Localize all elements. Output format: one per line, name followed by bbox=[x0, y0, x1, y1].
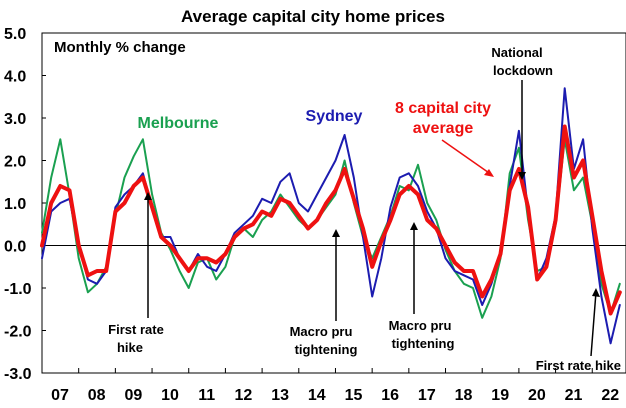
average-label-line2: average bbox=[413, 120, 474, 137]
lockdown-label-line2: lockdown bbox=[493, 63, 553, 78]
macro-pru-2014-label-line2: tightening bbox=[295, 342, 358, 357]
rate-hike-2022-arrowhead bbox=[592, 288, 600, 297]
x-tick-label: 19 bbox=[491, 387, 509, 404]
x-tick-label: 21 bbox=[565, 387, 583, 404]
x-tick-label: 17 bbox=[418, 387, 436, 404]
y-tick-label: -2.0 bbox=[4, 324, 32, 341]
series-layer bbox=[40, 87, 622, 345]
macro-pru-2017-label-line2: tightening bbox=[392, 336, 455, 351]
x-axis: 07 08 09 10 11 12 13 14 15 16 17 18 19 20 21 22 bbox=[41, 368, 619, 404]
macro-pru-2017-arrowhead bbox=[410, 222, 418, 230]
x-tick-label: 10 bbox=[161, 387, 179, 404]
x-tick-label: 18 bbox=[455, 387, 473, 404]
x-tick-label: 08 bbox=[88, 387, 106, 404]
y-tick-label: -1.0 bbox=[4, 281, 32, 298]
x-tick-label: 12 bbox=[235, 387, 253, 404]
macro-pru-2017-label-line1: Macro pru bbox=[389, 318, 452, 333]
chart-title: Average capital city home prices bbox=[181, 7, 445, 26]
sydney-label: Sydney bbox=[306, 108, 363, 125]
annotations: Melbourne Sydney 8 capital city average … bbox=[108, 45, 621, 373]
average-label-line1: 8 capital city bbox=[395, 100, 491, 117]
series-line-1 bbox=[41, 87, 621, 345]
lockdown-label-line1: National bbox=[491, 45, 542, 60]
x-tick-label: 15 bbox=[345, 387, 363, 404]
y-tick-label: -3.0 bbox=[4, 366, 32, 383]
y-tick-label: 1.0 bbox=[4, 196, 26, 213]
rate-hike-2010-label-line1: First rate bbox=[108, 322, 164, 337]
x-tick-label: 07 bbox=[51, 387, 69, 404]
y-tick-label: 4.0 bbox=[4, 69, 26, 86]
macro-pru-2014-arrowhead bbox=[332, 229, 340, 237]
series-line-2 bbox=[40, 124, 622, 316]
y-tick-label: 0.0 bbox=[4, 239, 26, 256]
average-label-arrow bbox=[441, 139, 493, 176]
lockdown-arrowhead bbox=[518, 172, 526, 180]
rate-hike-2010-arrowhead bbox=[144, 192, 152, 200]
x-tick-label: 11 bbox=[198, 387, 215, 404]
average-arrowhead bbox=[484, 169, 494, 177]
rate-hike-2022-label: First rate hike bbox=[536, 358, 621, 373]
x-tick-label: 09 bbox=[124, 387, 142, 404]
x-tick-label: 22 bbox=[601, 387, 619, 404]
y-tick-label: 5.0 bbox=[4, 26, 26, 43]
series-line-0 bbox=[41, 138, 621, 319]
y-tick-label: 2.0 bbox=[4, 154, 26, 171]
chart-subtitle: Monthly % change bbox=[54, 39, 186, 56]
rate-hike-2022-arrow bbox=[590, 291, 597, 357]
melbourne-label: Melbourne bbox=[138, 115, 219, 132]
y-axis: 5.0 4.0 3.0 2.0 1.0 0.0 -1.0 -2.0 -3.0 bbox=[4, 26, 46, 383]
x-tick-label: 13 bbox=[271, 387, 289, 404]
x-tick-label: 16 bbox=[381, 387, 399, 404]
rate-hike-2010-label-line2: hike bbox=[117, 340, 143, 355]
macro-pru-2014-label-line1: Macro pru bbox=[290, 324, 353, 339]
x-tick-label: 20 bbox=[528, 387, 546, 404]
y-tick-label: 3.0 bbox=[4, 111, 26, 128]
x-tick-label: 14 bbox=[308, 387, 326, 404]
